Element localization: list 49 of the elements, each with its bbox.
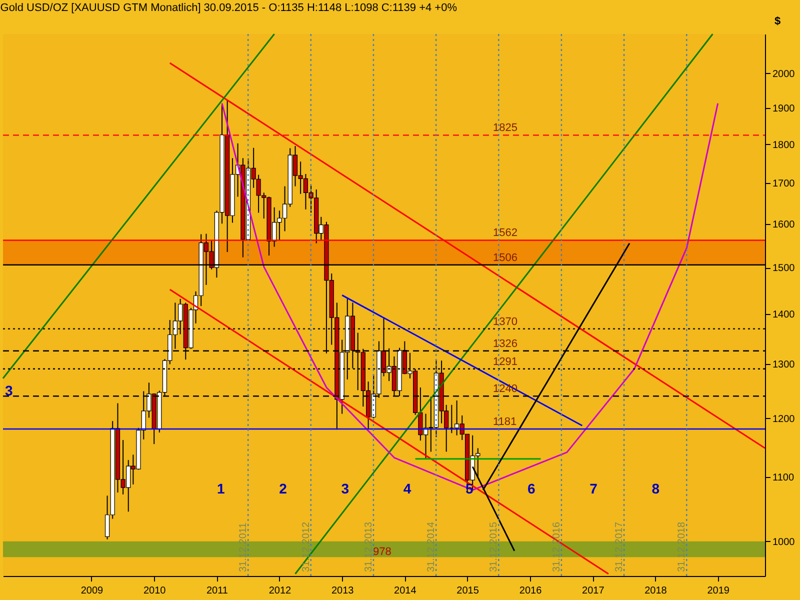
x-tick-label: 2015 <box>456 586 480 596</box>
y-tick-label: 1200 <box>772 414 796 425</box>
annotation: 3 <box>341 480 350 496</box>
x-tick-label: 2014 <box>394 586 417 596</box>
ref-line-label: 1562 <box>493 227 518 240</box>
x-tick-label: 2009 <box>80 586 104 596</box>
ref-line-label: 31.12.2015 <box>488 522 500 572</box>
x-tick-label: 2017 <box>582 586 605 596</box>
x-tick-label: 2011 <box>206 586 228 596</box>
band-label: 978 <box>373 546 392 558</box>
annotation: 2 <box>279 480 288 496</box>
y-tick-label: 2000 <box>772 68 796 80</box>
annotation: 1 <box>217 480 226 496</box>
ref-line-label: 1181 <box>493 416 517 428</box>
ref-line-label: 1825 <box>493 122 518 134</box>
y-tick-label: 1900 <box>772 103 796 114</box>
x-tick-label: 2019 <box>707 586 730 596</box>
x-tick-label: 2013 <box>331 586 354 596</box>
ref-line-label: 1506 <box>493 252 518 264</box>
ref-line-label: 31.12.2013 <box>363 522 374 572</box>
y-tick-label: 1400 <box>772 310 796 321</box>
y-tick-label: 1300 <box>772 360 796 371</box>
ref-line-label: 31.12.2011 <box>238 522 250 572</box>
y-tick-label: 1700 <box>772 178 796 190</box>
ref-line-label: 1240 <box>493 383 518 396</box>
x-tick-label: 2018 <box>644 586 668 596</box>
y-tick-label: 1100 <box>772 472 794 484</box>
ref-line-label: 1326 <box>493 338 518 350</box>
y-tick-label: 1000 <box>772 536 796 548</box>
annotation: 3 <box>5 382 13 399</box>
x-tick-label: 2010 <box>143 586 166 596</box>
ref-line-label: 31.12.2017 <box>614 522 626 572</box>
annotation: 4 <box>403 480 412 496</box>
ref-line-label: 31.12.2014 <box>426 522 438 572</box>
ref-line-label: 31.12.2012 <box>300 522 312 572</box>
ref-line-label: 1370 <box>493 316 518 328</box>
annotation: 6 <box>528 480 536 496</box>
ref-line-label: 1291 <box>493 356 518 368</box>
y-tick-label: 1600 <box>772 220 796 231</box>
ref-line-label: 31.12.2016 <box>551 522 562 572</box>
annotation: 8 <box>652 480 660 496</box>
ref-line-label: 31.12.2018 <box>676 522 688 572</box>
y-tick-label: 1500 <box>772 263 796 274</box>
y-axis-title: $ <box>774 16 781 28</box>
x-tick-label: 2016 <box>519 586 542 596</box>
chart-title: Gold USD/OZ [XAUUSD GTM Monatlich] 30.09.2015 - O:1135 H:1148 L:1098 C:1139 +4 +0% <box>0 2 458 14</box>
annotation: 7 <box>590 480 598 496</box>
x-tick-label: 2012 <box>268 586 292 596</box>
y-tick-label: 1800 <box>772 140 796 151</box>
